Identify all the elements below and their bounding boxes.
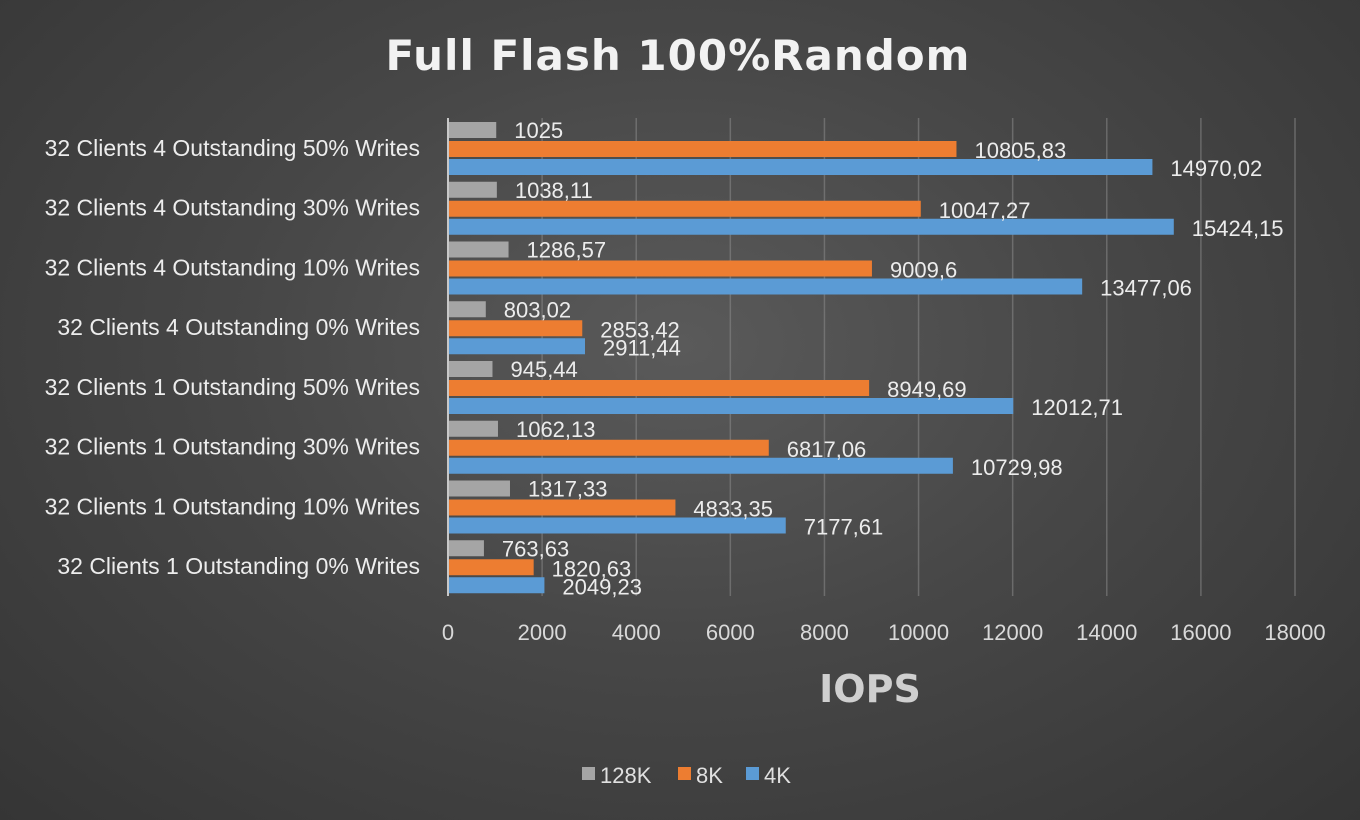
- x-tick-label: 16000: [1170, 620, 1231, 645]
- bars: [448, 122, 1174, 594]
- data-label: 1317,33: [528, 477, 608, 502]
- bar-8k: [448, 200, 921, 217]
- bar-4k: [448, 457, 953, 474]
- data-label: 945,44: [510, 357, 577, 382]
- x-tick-label: 14000: [1076, 620, 1137, 645]
- category-label: 32 Clients 1 Outstanding 10% Writes: [45, 493, 420, 519]
- bar-8k: [448, 380, 870, 396]
- category-labels: 32 Clients 4 Outstanding 50% Writes 32 Cl…: [45, 135, 420, 579]
- category-label: 32 Clients 4 Outstanding 10% Writes: [45, 254, 420, 280]
- bar-8k: [448, 439, 769, 456]
- category-label: 32 Clients 1 Outstanding 50% Writes: [45, 374, 420, 400]
- x-tick-label: 18000: [1264, 620, 1325, 645]
- data-label: 1025: [514, 118, 563, 143]
- data-label: 10047,27: [939, 198, 1031, 223]
- bar-128k: [448, 480, 510, 497]
- bar-4k: [448, 338, 585, 355]
- bar-8k: [448, 260, 872, 277]
- bar-8k: [448, 141, 957, 157]
- legend-swatch-128k: [582, 767, 595, 780]
- bar-128k: [448, 361, 493, 377]
- bar-4k: [448, 218, 1174, 235]
- bar-128k: [448, 181, 497, 198]
- legend-swatch-8k: [678, 767, 691, 780]
- data-label: 6817,06: [787, 437, 867, 462]
- data-label: 10729,98: [971, 455, 1063, 480]
- category-label: 32 Clients 4 Outstanding 30% Writes: [45, 195, 420, 221]
- bar-4k: [448, 517, 786, 534]
- bar-8k: [448, 499, 676, 516]
- bar-128k: [448, 241, 509, 258]
- bar-8k: [448, 320, 583, 337]
- data-label: 10805,83: [974, 138, 1066, 163]
- data-label: 2911,44: [603, 335, 681, 360]
- data-label: 9009,6: [890, 258, 957, 283]
- chart-title: Full Flash 100%Random: [386, 31, 971, 80]
- data-label: 7177,61: [804, 515, 884, 540]
- data-label: 12012,71: [1031, 395, 1123, 420]
- category-label: 32 Clients 4 Outstanding 50% Writes: [45, 135, 420, 161]
- x-tick-label: 6000: [706, 620, 755, 645]
- bar-128k: [448, 301, 486, 318]
- x-tick-label: 4000: [612, 620, 661, 645]
- x-tick-label: 10000: [888, 620, 949, 645]
- gridlines: [541, 118, 1296, 596]
- category-label: 32 Clients 1 Outstanding 30% Writes: [45, 434, 420, 460]
- data-label: 2853,42: [600, 317, 680, 342]
- x-tick-label: 8000: [800, 620, 849, 645]
- bar-128k: [448, 122, 497, 138]
- bar-4k: [448, 278, 1083, 295]
- data-label: 14970,02: [1170, 156, 1262, 181]
- category-label: 32 Clients 4 Outstanding 0% Writes: [57, 314, 420, 340]
- x-tick-label: 12000: [982, 620, 1043, 645]
- legend-label: 128K: [600, 763, 652, 788]
- data-label: 763,63: [502, 536, 569, 561]
- x-tick-labels: 0 2000 4000 6000 8000 10000 12000 14000 16000 180…: [442, 620, 1326, 645]
- data-label: 8949,69: [887, 377, 967, 402]
- bar-4k: [448, 398, 1014, 414]
- data-label: 2049,23: [562, 574, 642, 599]
- bar-128k: [448, 540, 484, 557]
- legend: 128K 8K 4K: [582, 763, 791, 788]
- bar-8k: [448, 559, 534, 576]
- x-tick-label: 0: [442, 620, 454, 645]
- data-label: 803,02: [504, 297, 571, 322]
- legend-swatch-4k: [746, 767, 759, 780]
- data-labels: 1025 10805,83 14970,02 1038,11 10047,27 15424…: [502, 118, 1284, 599]
- data-label: 1820,63: [552, 556, 632, 581]
- bar-128k: [448, 420, 498, 437]
- data-label: 15424,15: [1192, 216, 1284, 241]
- data-label: 1062,13: [516, 417, 596, 442]
- bar-4k: [448, 577, 545, 594]
- x-tick-label: 2000: [518, 620, 567, 645]
- data-label: 1038,11: [515, 178, 593, 203]
- legend-label: 4K: [764, 763, 791, 788]
- x-axis-title: IOPS: [819, 667, 921, 711]
- data-label: 4833,35: [693, 497, 773, 522]
- data-label: 13477,06: [1100, 276, 1192, 301]
- data-label: 1286,57: [527, 238, 607, 263]
- legend-label: 8K: [696, 763, 723, 788]
- bar-4k: [448, 159, 1153, 175]
- category-label: 32 Clients 1 Outstanding 0% Writes: [57, 553, 420, 579]
